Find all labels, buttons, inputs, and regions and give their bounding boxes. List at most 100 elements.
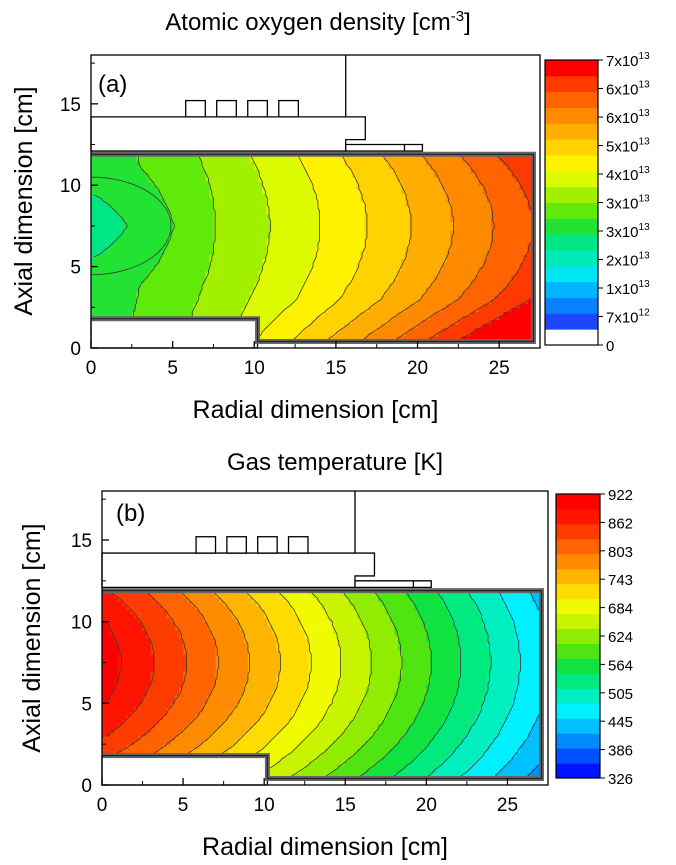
x-tick-label: 10 (244, 358, 265, 379)
colorbar-label-exponent: 13 (639, 194, 651, 205)
contour-line (246, 590, 341, 779)
pedestal (90, 318, 259, 349)
contour-line (418, 154, 533, 342)
x-tick-label: 5 (167, 358, 178, 379)
colorbar-label: 5x1013 (606, 137, 650, 156)
colorbar-swatch (545, 60, 598, 77)
flange (345, 143, 424, 152)
colorbar-label-base: 386 (608, 743, 633, 760)
chamber-boundary-inner (102, 590, 543, 780)
colorbar-swatch (545, 186, 598, 203)
y-tick-label: 0 (81, 776, 92, 797)
colorbar-label: 4x1013 (606, 165, 650, 184)
x-tick-label: 0 (86, 358, 97, 379)
chart-title: Atomic oxygen density [cm-3] (165, 8, 470, 36)
colorbar-label-base: 922 (608, 487, 633, 504)
colorbar-swatch (556, 553, 600, 570)
contour-line (91, 176, 172, 276)
contour-line (387, 154, 495, 342)
colorbar-swatch (545, 297, 598, 314)
contour-line (222, 154, 272, 342)
colorbar-swatch (545, 281, 598, 298)
x-tick-label: 5 (178, 795, 189, 816)
colorbar-swatch (556, 508, 600, 525)
colorbar-label-base: 564 (608, 657, 633, 674)
colorbar-label-base: 7x10 (606, 310, 639, 327)
contour-line (351, 590, 432, 779)
colorbar-swatch (556, 748, 600, 764)
contour-lines (91, 154, 534, 342)
colorbar-swatch (545, 234, 598, 251)
colorbar-swatch (556, 673, 600, 689)
plot-frame (101, 490, 549, 786)
colorbar-swatch (556, 538, 600, 555)
coil-3 (257, 536, 278, 554)
colorbar-label-exponent: 13 (639, 279, 651, 290)
colorbar-label-base: 684 (608, 601, 633, 618)
colorbar: 922 862 803 743 684 624 564 505 445 386 326 (555, 487, 633, 788)
y-axis-label: Axial dimension [cm] (18, 523, 46, 752)
colorbar-swatch (545, 265, 598, 283)
x-tick-label: 25 (497, 795, 518, 816)
colorbar-label-base: 7x10 (606, 53, 639, 70)
colorbar-swatch (556, 583, 600, 600)
chart-title-superscript: -3 (451, 8, 464, 25)
colorbar-label: 505 (608, 686, 633, 703)
colorbar-swatch (545, 123, 598, 140)
y-tick-label: 15 (60, 95, 81, 116)
colorbar-label-exponent: 13 (639, 165, 651, 176)
contour-line (111, 590, 220, 776)
colorbar-swatch (556, 613, 600, 630)
colorbar-swatch (545, 75, 598, 93)
coil-4 (287, 536, 309, 554)
colorbar-label-base: 326 (608, 771, 633, 788)
contour-line (106, 590, 155, 737)
y-tick-label: 10 (60, 176, 81, 197)
colorbar-swatch (545, 155, 598, 172)
colorbar-label: 6x1013 (606, 108, 650, 127)
coil-2 (226, 536, 247, 554)
x-tick-label: 20 (416, 795, 437, 816)
chamber-boundary-inner (91, 153, 535, 343)
colorbar-label: 803 (608, 544, 633, 561)
contour-line (355, 154, 454, 342)
colorbar-swatch (556, 598, 600, 615)
colorbar-swatch (545, 250, 598, 267)
colorbar-swatch (556, 494, 600, 510)
colorbar-swatch (556, 643, 600, 659)
colorbar-label-exponent: 13 (639, 251, 651, 262)
colorbar-label-base: 505 (608, 686, 633, 703)
y-tick-label: 15 (71, 531, 92, 552)
pedestal (101, 754, 269, 786)
colorbar-label: 7x1012 (606, 308, 650, 327)
colorbar-label: 1x1013 (606, 279, 650, 298)
x-tick-label: 20 (407, 358, 428, 379)
colorbar-label-base: 1x10 (606, 281, 639, 298)
colorbar-swatch (545, 313, 598, 330)
coil-2 (216, 99, 237, 118)
reactor-geometry (90, 55, 424, 349)
contour-line (210, 590, 312, 779)
panel-label: (b) (116, 500, 145, 527)
colorbar-label-base: 624 (608, 629, 633, 646)
colorbar-swatch (545, 91, 598, 108)
colorbar-label-base: 803 (608, 544, 633, 561)
colorbar-swatch (556, 763, 600, 779)
y-tick-label: 10 (71, 613, 92, 634)
colorbar-swatch (545, 170, 598, 188)
colorbar-label-base: 862 (608, 515, 633, 532)
colorbar-label: 862 (608, 515, 633, 532)
contour-line (173, 590, 281, 779)
colorbar: 7x10136x10136x10135x10134x10133x10133x10… (544, 51, 651, 355)
contour-line (135, 590, 250, 779)
colorbar-swatch (545, 202, 598, 219)
colorbar-label: 0 (606, 338, 614, 355)
colorbar-label: 922 (608, 487, 633, 504)
colorbar-swatch (556, 523, 600, 540)
colorbar-label: 445 (608, 714, 633, 731)
contour-line (104, 621, 122, 704)
colorbar-label-exponent: 13 (639, 222, 651, 233)
dielectric-window (101, 552, 376, 589)
colorbar-label-base: 3x10 (606, 196, 639, 213)
colorbar-label: 3x1013 (606, 194, 650, 213)
